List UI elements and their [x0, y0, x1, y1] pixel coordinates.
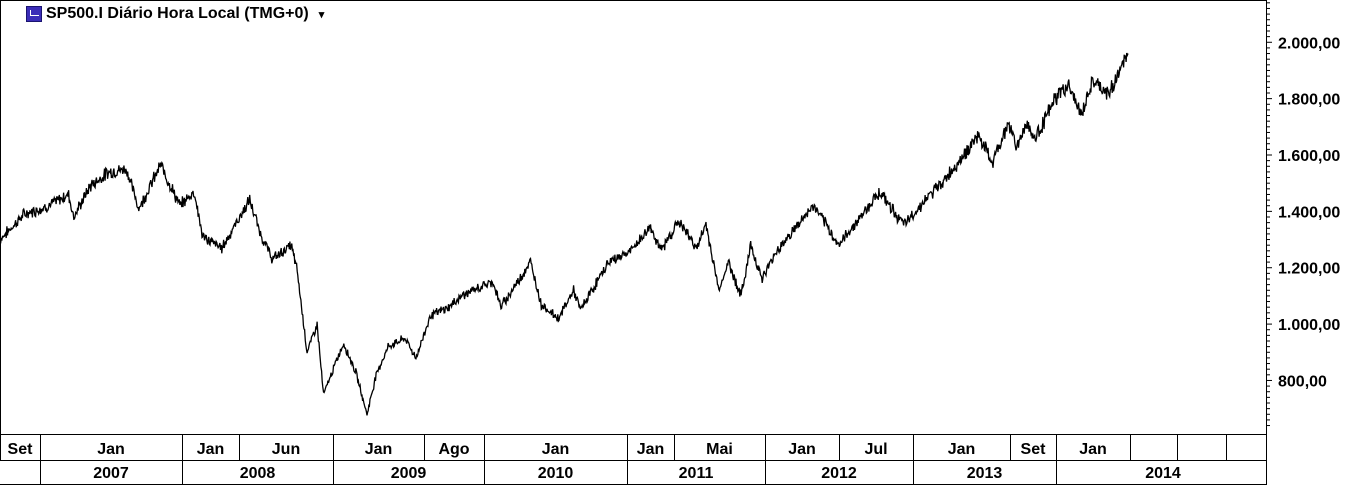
- x-tick-label: Set: [1021, 441, 1047, 458]
- x-year-label: 2008: [240, 465, 276, 482]
- x-year-label: 2013: [967, 465, 1003, 482]
- x-tick-label: Jan: [788, 441, 816, 458]
- x-year-label: 2012: [821, 465, 857, 482]
- chevron-down-icon[interactable]: ▾: [318, 8, 325, 21]
- x-tick-label: Ago: [438, 441, 469, 458]
- x-tick-label: Jun: [272, 441, 300, 458]
- x-tick-label: Jan: [1079, 441, 1107, 458]
- y-tick-label: 1.800,00: [1278, 92, 1340, 109]
- x-tick-label: Jan: [97, 441, 125, 458]
- symbol-title-bar[interactable]: SP500.I Diário Hora Local (TMG+0) ▾: [26, 4, 324, 24]
- y-axis: 2.000,00 1.800,00 1.600,00 1.400,00 1.200,00…: [1266, 2, 1340, 427]
- y-tick-label: 1.400,00: [1278, 204, 1340, 221]
- x-tick-label: Jan: [542, 441, 570, 458]
- y-tick-label: 1.600,00: [1278, 148, 1340, 165]
- price-series: [0, 52, 1129, 416]
- y-tick-label: 800,00: [1278, 373, 1327, 390]
- x-year-label: 2014: [1145, 465, 1181, 482]
- x-tick-label: Jul: [864, 441, 887, 458]
- y-tick-label: 2.000,00: [1278, 35, 1340, 52]
- x-tick-label: Jan: [365, 441, 393, 458]
- y-tick-label: 1.200,00: [1278, 261, 1340, 278]
- x-year-label: 2010: [538, 465, 574, 482]
- x-tick-label: Jan: [197, 441, 225, 458]
- cfd-symbol-icon: [26, 6, 42, 22]
- x-year-label: 2011: [679, 465, 714, 482]
- x-tick-label: Set: [8, 441, 34, 458]
- x-tick-label: Jan: [637, 441, 665, 458]
- plot-area: [0, 0, 1267, 435]
- x-tick-label: Jan: [948, 441, 976, 458]
- x-tick-label: Mai: [706, 441, 733, 458]
- x-axis: Set Jan Jan Jun Jan Ago Jan Jan Mai Jan Jul Jan Set J…: [0, 434, 1267, 485]
- x-year-label: 2009: [391, 465, 427, 482]
- x-year-label: 2007: [93, 465, 129, 482]
- chart-title: SP500.I Diário Hora Local (TMG+0): [46, 5, 309, 22]
- y-tick-label: 1.000,00: [1278, 317, 1340, 334]
- price-line: [0, 52, 1129, 416]
